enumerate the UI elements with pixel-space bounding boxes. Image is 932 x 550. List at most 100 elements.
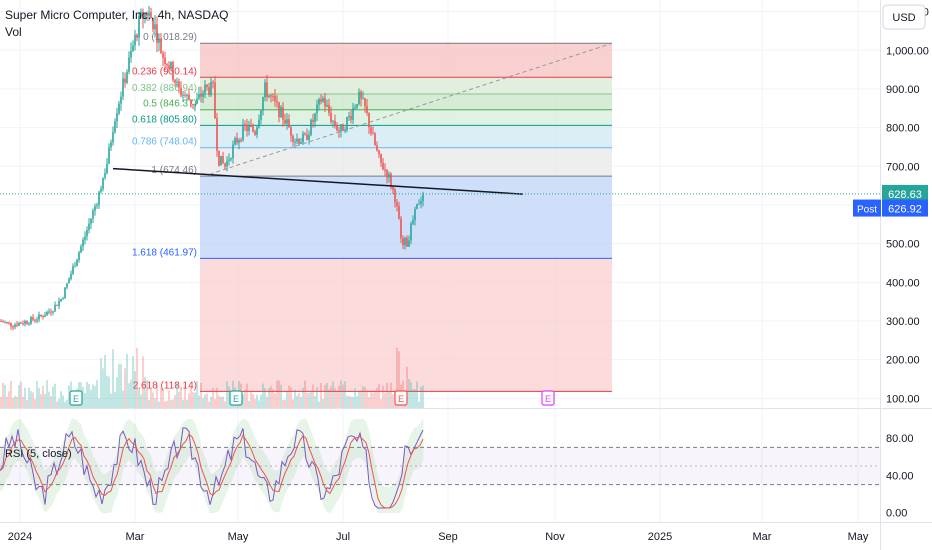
volume-bar	[318, 401, 320, 408]
volume-bar	[92, 384, 94, 408]
x-tick-label: May	[228, 531, 249, 543]
rsi-label: RSI (5, close)	[5, 448, 72, 460]
candle-body	[40, 314, 42, 317]
candle-body	[332, 120, 334, 122]
candle-body	[186, 94, 188, 96]
candle-body	[114, 121, 116, 133]
candle-body	[152, 18, 154, 30]
candle-body	[112, 132, 114, 143]
volume-bar	[116, 377, 118, 408]
volume-bar	[258, 400, 260, 408]
volume-bar	[392, 394, 394, 408]
volume-bar	[48, 391, 50, 408]
volume-bar	[170, 400, 172, 408]
volume-bar	[168, 390, 170, 408]
price-tick-label: 700.00	[886, 161, 920, 173]
candle-body	[134, 34, 136, 46]
candle-body	[318, 99, 320, 105]
volume-bar	[420, 386, 422, 408]
fib-zone	[200, 125, 612, 148]
earnings-marker-label: E	[398, 394, 404, 404]
candle-body	[396, 202, 398, 207]
earnings-marker[interactable]	[69, 390, 83, 406]
fib-zone	[200, 77, 612, 94]
candle-body	[116, 113, 118, 122]
volume-bar	[180, 388, 182, 408]
fib-zone	[200, 147, 612, 177]
volume-bar	[156, 383, 158, 408]
volume-bar	[110, 393, 112, 408]
volume-bar	[68, 385, 70, 408]
volume-bar	[332, 381, 334, 408]
currency-button[interactable]	[882, 4, 926, 30]
candle-body	[54, 304, 56, 312]
candle-body	[388, 173, 390, 178]
candle-body	[68, 279, 70, 284]
volume-bar	[368, 397, 370, 408]
candlestick-series	[0, 5, 424, 331]
candle-body	[380, 153, 382, 163]
volume-bar	[42, 385, 44, 408]
candle-body	[302, 133, 304, 143]
volume-bar	[22, 396, 24, 408]
volume-bar	[366, 390, 368, 408]
volume-bar	[244, 389, 246, 408]
candle-body	[10, 322, 12, 327]
volume-bar	[196, 380, 198, 408]
volume-bar	[6, 396, 8, 408]
volume-bar	[364, 387, 366, 408]
x-tick-label: 2024	[8, 531, 32, 543]
candle-body	[80, 246, 82, 253]
volume-bar	[284, 399, 286, 408]
volume-bar	[58, 398, 60, 408]
candle-body	[222, 155, 224, 164]
candle-body	[216, 118, 218, 151]
volume-bar	[52, 386, 54, 408]
volume-bar	[96, 380, 98, 408]
fib-level-label: 0.786 (748.04)	[132, 137, 197, 148]
candle-body	[334, 120, 336, 126]
volume-bar	[138, 388, 140, 408]
volume-bar	[26, 400, 28, 408]
candle-body	[84, 236, 86, 240]
candle-body	[398, 206, 400, 219]
candle-body	[94, 206, 96, 211]
candle-body	[4, 322, 6, 324]
candle-body	[170, 61, 172, 68]
candle-body	[282, 107, 284, 120]
candle-body	[178, 81, 180, 88]
earnings-marker[interactable]	[541, 390, 555, 406]
volume-bar	[342, 384, 344, 408]
earnings-marker[interactable]	[229, 390, 243, 406]
candle-body	[70, 273, 72, 280]
volume-bar	[328, 389, 330, 408]
volume-bar	[354, 388, 356, 408]
candle-body	[262, 97, 264, 111]
post-market-tag	[853, 199, 881, 217]
volume-bar	[86, 381, 88, 408]
candle-body	[230, 158, 232, 160]
candle-body	[288, 119, 290, 128]
candle-body	[252, 126, 254, 132]
candle-body	[286, 119, 288, 124]
x-tick-label: Mar	[126, 531, 145, 543]
volume-bar	[66, 399, 68, 408]
volume-bar	[292, 399, 294, 408]
volume-bar	[154, 398, 156, 408]
candle-body	[148, 12, 150, 16]
volume-bar	[12, 397, 14, 408]
candle-body	[124, 78, 126, 83]
candle-body	[180, 87, 182, 96]
candle-body	[408, 240, 410, 247]
post-market-value: 626.92	[888, 204, 922, 216]
candle-body	[346, 117, 348, 130]
volume-bar	[118, 363, 120, 408]
candle-body	[418, 203, 420, 205]
volume-bar	[266, 396, 268, 408]
volume-bar	[130, 379, 132, 408]
candle-body	[240, 140, 242, 142]
x-tick-label: 2025	[648, 531, 672, 543]
candle-body	[290, 127, 292, 136]
volume-bar	[322, 398, 324, 408]
earnings-marker[interactable]	[394, 390, 408, 406]
